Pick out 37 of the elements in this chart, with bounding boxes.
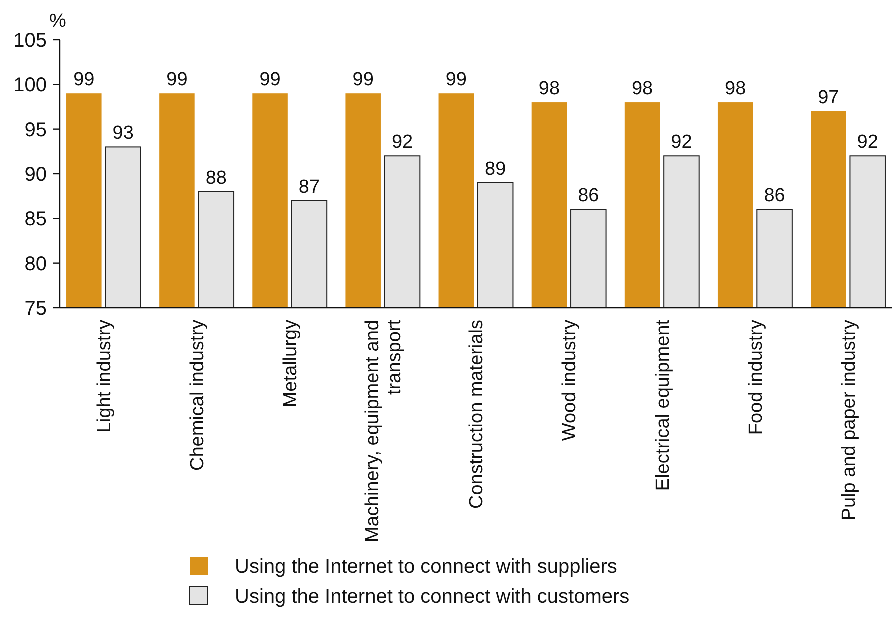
data-label: 93 <box>112 123 134 144</box>
data-label: 92 <box>671 132 692 154</box>
data-label: 92 <box>857 132 878 154</box>
data-label: 99 <box>446 70 467 91</box>
x-tick-label: Wood industry <box>560 320 581 442</box>
y-tick-label: 95 <box>24 119 47 142</box>
data-label: 92 <box>392 132 414 154</box>
data-label: 98 <box>632 78 654 100</box>
x-tick-label: Light industry <box>94 320 116 434</box>
y-tick-label: 100 <box>14 74 47 97</box>
data-label: 87 <box>298 176 320 198</box>
data-label: 86 <box>578 186 600 207</box>
data-label: 99 <box>260 70 281 91</box>
data-label: 98 <box>538 78 560 100</box>
y-axis-title: % <box>50 11 67 32</box>
y-tick-label: 80 <box>24 253 47 276</box>
x-tick-label: Chemical industry <box>187 320 208 471</box>
x-tick-label: Electrical equipment <box>652 319 674 492</box>
legend-label: Using the Internet to connect with customers <box>235 586 630 608</box>
x-tick-label: Metallurgy <box>280 320 302 408</box>
data-label: 97 <box>818 87 840 108</box>
y-tick-label: 105 <box>14 30 47 52</box>
data-label: 89 <box>485 158 506 180</box>
x-tick-label: Food industry <box>746 320 767 436</box>
y-tick-label: 90 <box>24 164 47 186</box>
y-tick-label: 85 <box>24 208 47 231</box>
x-tick-label: Pulp and paper industry <box>838 320 860 521</box>
data-label: 88 <box>206 168 227 189</box>
data-label: 98 <box>725 78 746 100</box>
data-label: 99 <box>166 70 188 91</box>
data-label: 86 <box>764 186 786 207</box>
legend-label: Using the Internet to connect with suppliers <box>235 556 618 578</box>
data-label: 99 <box>352 70 374 91</box>
data-label: 99 <box>74 70 95 91</box>
x-tick-label: Construction materials <box>466 320 488 510</box>
y-tick-label: 75 <box>24 298 47 320</box>
x-tick-label: Machinery, equipment and transport <box>362 319 406 542</box>
